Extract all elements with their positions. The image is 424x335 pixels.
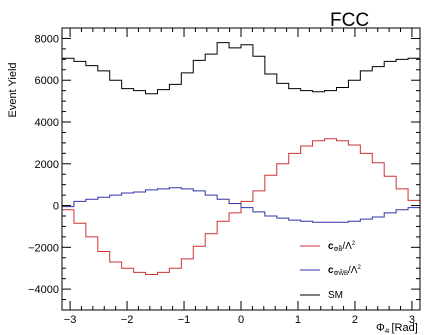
y-axis-title: Event Yield: [7, 62, 19, 117]
x-tick-label: −1: [178, 314, 191, 326]
x-axis-title: Φ4l [Rad]: [376, 322, 418, 335]
legend-label-cphiwb: cΦW̃B/Λ2: [328, 265, 361, 277]
x-tick-label: −2: [121, 314, 134, 326]
fcc-logo-text: FCC: [330, 10, 369, 31]
legend-label-sm: SM: [328, 290, 343, 301]
legend-label-cphib: cΦB̃/Λ2: [328, 241, 356, 253]
ticks-layer: −3 −2 −1 0 1 2 3 −4000 −2000 0 2000 4000 6000 8000: [28, 27, 420, 326]
series-layer: [62, 42, 420, 275]
x-tick-label: 3: [409, 314, 415, 326]
x-axis-title-main: Φ: [376, 322, 385, 334]
series-line-sm: [62, 42, 420, 95]
y-tick-label: 2000: [35, 159, 59, 171]
x-tick-label: 1: [295, 314, 301, 326]
x-tick-label: −3: [64, 314, 77, 326]
y-tick-label: −2000: [28, 242, 59, 254]
y-tick-label: −4000: [28, 284, 59, 296]
y-tick-label: 6000: [35, 75, 59, 87]
x-axis-title-unit: [Rad]: [391, 322, 417, 334]
y-tick-label: 8000: [35, 33, 59, 45]
x-tick-label: 2: [352, 314, 358, 326]
x-axis-title-sub: 4l: [385, 329, 390, 335]
y-tick-label: 4000: [35, 117, 59, 129]
x-tick-label: 0: [238, 314, 244, 326]
plot-frame: [61, 27, 421, 311]
legend: cΦB̃/Λ2 cΦW̃B/Λ2 SM: [300, 241, 361, 301]
y-tick-label: 0: [53, 201, 59, 213]
series-line-cphiwb: [62, 187, 420, 223]
axes-layer: [61, 27, 421, 311]
